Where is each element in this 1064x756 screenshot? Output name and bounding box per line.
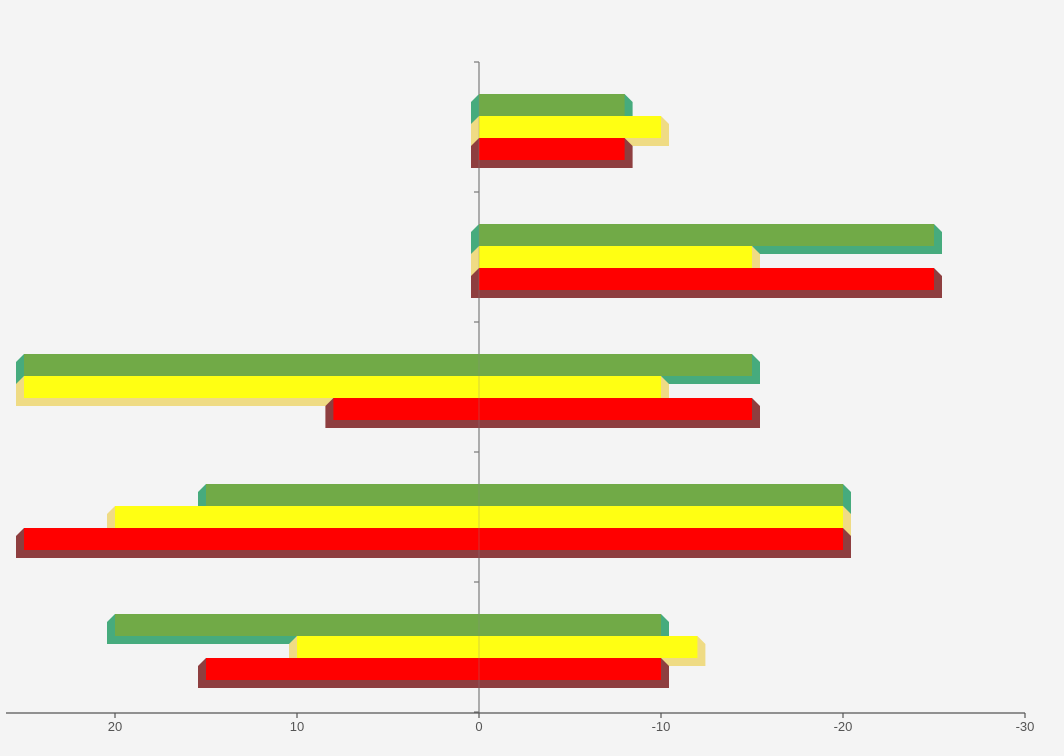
bar-face — [479, 138, 625, 160]
bar — [198, 658, 669, 688]
x-tick-label: -20 — [834, 719, 853, 734]
bar-face — [206, 658, 661, 680]
x-tick-label: 10 — [290, 719, 304, 734]
bar — [16, 528, 851, 558]
bar-face — [479, 246, 752, 268]
bar — [471, 268, 942, 298]
bar-face — [24, 528, 843, 550]
bar — [471, 138, 633, 168]
bar — [325, 398, 760, 428]
bar-face — [115, 506, 843, 528]
bar-face — [333, 398, 752, 420]
bar-face — [297, 636, 698, 658]
bar-face — [479, 94, 625, 116]
bar-face — [479, 224, 934, 246]
x-tick-label: -30 — [1016, 719, 1035, 734]
bar-face — [24, 354, 752, 376]
bar-face — [115, 614, 661, 636]
bar-face — [479, 116, 661, 138]
bar-face — [206, 484, 843, 506]
x-tick-label: 0 — [475, 719, 482, 734]
x-tick-label: -10 — [652, 719, 671, 734]
bar-face — [479, 268, 934, 290]
bar-face — [24, 376, 661, 398]
x-tick-label: 20 — [108, 719, 122, 734]
